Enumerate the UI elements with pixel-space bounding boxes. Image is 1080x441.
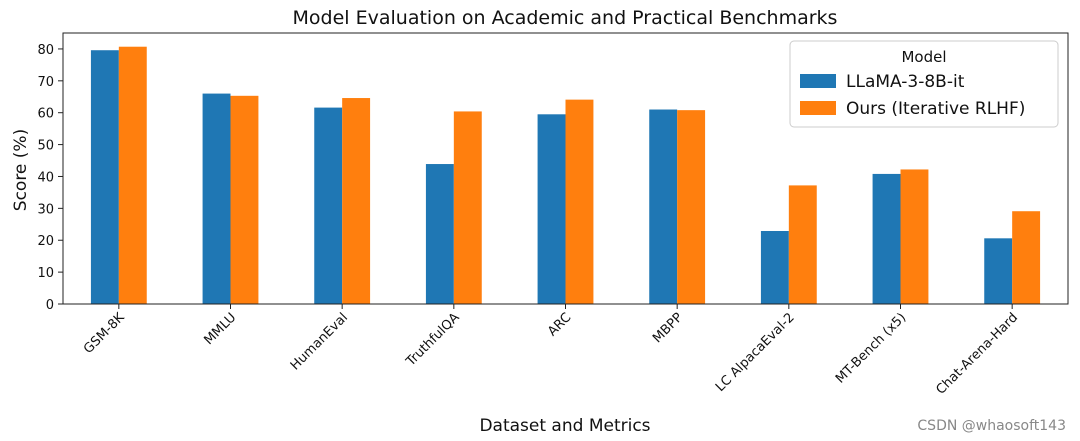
bar-baseline-7 — [872, 173, 901, 304]
bar-baseline-3 — [425, 164, 454, 304]
bar-ours-2 — [342, 98, 371, 304]
y-axis-label: Score (%) — [11, 129, 31, 211]
bar-ours-3 — [453, 111, 482, 305]
x-tick-label: LC AlpacaEval-2 — [713, 310, 798, 395]
legend-box — [789, 40, 1059, 128]
x-tick-label: HumanEval — [288, 310, 351, 373]
bar-baseline-6 — [760, 230, 789, 304]
y-axis: 0 10 20 30 40 50 60 70 80 — [37, 43, 63, 313]
y-tick-label: 80 — [37, 43, 54, 58]
bar-baseline-5 — [649, 109, 678, 305]
y-tick-label: 50 — [37, 139, 54, 154]
bar-ours-1 — [230, 95, 259, 304]
x-tick-label: ARC — [545, 310, 574, 339]
bar-ours-8 — [1012, 211, 1041, 304]
legend-label-1: Ours (Iterative RLHF) — [846, 99, 1025, 119]
bar-ours-4 — [565, 99, 594, 304]
bar-baseline-0 — [90, 50, 119, 304]
y-tick-label: 10 — [37, 266, 54, 281]
legend: Model LLaMA-3-8B-it Ours (Iterative RLHF) — [789, 40, 1059, 128]
bar-baseline-8 — [984, 238, 1013, 304]
watermark: CSDN @whaosoft143 — [917, 418, 1066, 434]
x-axis: GSM-8K MMLU HumanEval TruthfulQA ARC MBPP LC A… — [81, 304, 1021, 398]
y-tick-label: 70 — [37, 75, 54, 90]
x-tick-label: Chat-Arena-Hard — [933, 310, 1021, 398]
x-tick-label: GSM-8K — [81, 310, 128, 357]
y-tick-label: 60 — [37, 107, 54, 122]
bar-ours-6 — [788, 185, 817, 304]
x-tick-label: MT-Bench (x5) — [833, 310, 909, 386]
bar-baseline-1 — [202, 93, 231, 304]
x-tick-label: MMLU — [201, 310, 239, 348]
bar-ours-7 — [900, 169, 929, 304]
legend-label-0: LLaMA-3-8B-it — [846, 72, 965, 92]
bar-baseline-2 — [314, 107, 343, 304]
bar-baseline-4 — [537, 114, 566, 304]
y-tick-label: 40 — [37, 170, 54, 185]
x-tick-label: MBPP — [650, 310, 686, 346]
legend-swatch-0 — [800, 74, 836, 88]
chart-title: Model Evaluation on Academic and Practic… — [293, 7, 838, 29]
y-tick-label: 0 — [46, 298, 54, 313]
x-axis-label: Dataset and Metrics — [479, 416, 650, 436]
x-tick-label: TruthfulQA — [403, 310, 463, 370]
y-tick-label: 30 — [37, 202, 54, 217]
plot-area — [62, 32, 1069, 305]
legend-title: Model — [901, 48, 946, 66]
bar-ours-5 — [677, 110, 706, 304]
legend-swatch-1 — [800, 101, 836, 115]
bar-ours-0 — [118, 46, 147, 305]
y-tick-label: 20 — [37, 234, 54, 249]
